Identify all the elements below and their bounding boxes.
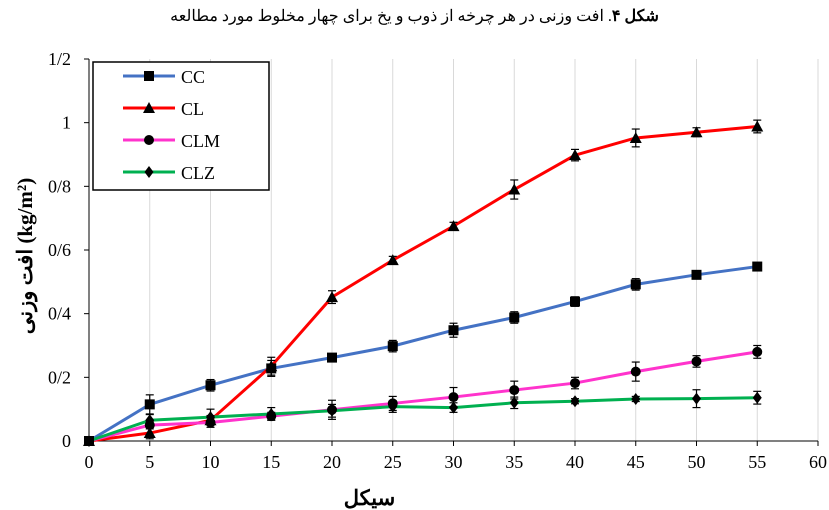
caption-label: شکل ۴ xyxy=(611,8,659,25)
data-point-clz xyxy=(449,401,458,414)
series-line-clm xyxy=(88,350,758,443)
x-tick-label: 25 xyxy=(384,452,402,472)
data-point-cl xyxy=(386,254,399,266)
x-axis-title: سیکل xyxy=(344,486,395,510)
y-tick-label: 1/2 xyxy=(48,49,71,69)
data-point-cl xyxy=(143,427,156,439)
data-point-clz xyxy=(84,435,94,447)
legend-label-cl: CL xyxy=(181,99,204,119)
x-tick-label: 15 xyxy=(262,452,280,472)
x-tick-label: 60 xyxy=(809,452,827,472)
legend-marker-clz xyxy=(144,166,154,178)
x-tick-label: 35 xyxy=(505,452,523,472)
data-point-cc xyxy=(144,399,155,410)
data-point-cc xyxy=(448,325,459,336)
series-line-cc xyxy=(88,265,758,443)
data-point-cc xyxy=(752,261,763,272)
legend-marker-cl xyxy=(143,102,155,113)
data-point-cc xyxy=(205,380,216,391)
data-point-cc xyxy=(630,279,641,290)
x-tick-label: 10 xyxy=(202,452,220,472)
x-tick-label: 5 xyxy=(145,452,154,472)
y-axis-title: افت وزنی (kg/m²) xyxy=(13,178,38,334)
data-point-cc xyxy=(509,312,520,323)
data-point-cl xyxy=(326,291,338,303)
data-point-cl xyxy=(447,220,460,232)
data-point-clz xyxy=(752,391,762,404)
data-point-clz xyxy=(327,404,337,417)
y-tick-label: 0 xyxy=(62,431,71,451)
data-point-cl xyxy=(751,120,764,132)
data-point-cl xyxy=(629,131,642,143)
y-tick-label: 0/2 xyxy=(48,367,71,387)
series-line-clz xyxy=(88,396,758,443)
data-point-cc xyxy=(327,352,337,363)
data-point-clz xyxy=(692,392,701,405)
y-tick-label: 0/6 xyxy=(48,240,71,260)
data-point-clz xyxy=(570,395,580,408)
data-point-clz xyxy=(388,400,398,413)
x-tick-label: 30 xyxy=(445,452,463,472)
data-point-cl xyxy=(690,126,703,138)
y-tick-label: 0/4 xyxy=(48,304,71,324)
data-point-clm xyxy=(570,378,580,389)
y-tick-label: 1 xyxy=(62,113,71,133)
data-point-cl xyxy=(508,183,521,195)
data-point-cc xyxy=(570,296,580,307)
data-point-clm xyxy=(509,385,520,396)
legend-box xyxy=(92,61,270,191)
data-point-clz xyxy=(206,411,215,424)
data-point-clz xyxy=(509,396,519,409)
data-point-clz xyxy=(266,407,276,420)
x-tick-label: 45 xyxy=(627,452,645,472)
legend-label-clm: CLM xyxy=(181,131,220,151)
legend-label-cc: CC xyxy=(181,67,205,87)
data-point-cc xyxy=(691,269,702,280)
y-tick-label: 0/8 xyxy=(48,176,71,196)
x-tick-label: 40 xyxy=(566,452,584,472)
data-point-cl xyxy=(569,149,581,161)
data-point-clz xyxy=(631,392,641,405)
x-tick-label: 55 xyxy=(748,452,766,472)
x-tick-label: 20 xyxy=(323,452,341,472)
x-tick-label: 0 xyxy=(85,452,94,472)
legend-marker-clm xyxy=(144,135,154,145)
legend-label-clz: CLZ xyxy=(181,163,215,183)
data-point-clz xyxy=(145,414,155,427)
data-point-cc xyxy=(387,341,398,352)
x-tick-label: 50 xyxy=(688,452,706,472)
data-point-clm xyxy=(630,366,641,377)
data-point-clm xyxy=(752,346,763,357)
data-point-cl xyxy=(265,360,278,372)
figure-caption: شکل ۴. افت وزنی در هر چرخه از ذوب و یخ ب… xyxy=(0,6,829,26)
legend-marker-cc xyxy=(144,71,154,81)
data-point-clm xyxy=(448,392,459,403)
data-point-clm xyxy=(691,356,702,367)
caption-text: . افت وزنی در هر چرخه از ذوب و یخ برای چ… xyxy=(170,8,612,25)
